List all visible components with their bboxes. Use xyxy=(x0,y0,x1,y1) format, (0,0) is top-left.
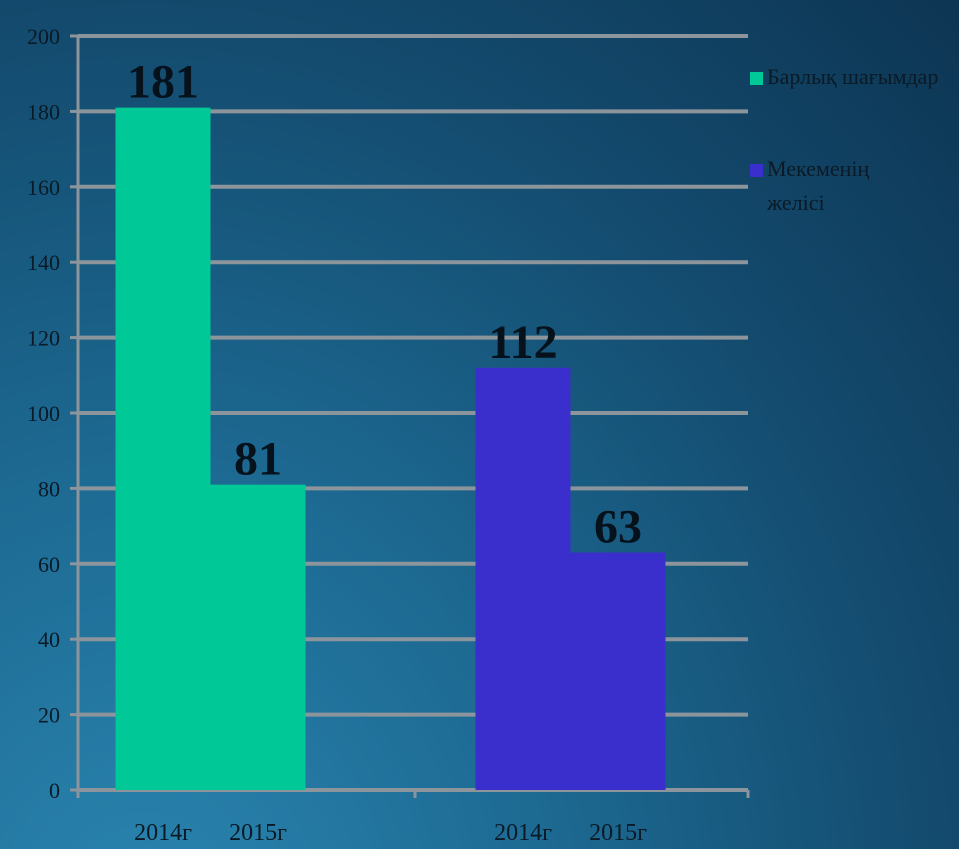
y-tick-label-60: 60 xyxy=(38,552,60,577)
y-tick-label-0: 0 xyxy=(49,778,60,803)
legend-text-1-0: Мекеменің xyxy=(767,156,870,181)
legend-text-1-1: желісі xyxy=(766,190,825,215)
legend-swatch-1 xyxy=(750,164,763,177)
legend-swatch-0 xyxy=(750,72,763,85)
data-label-0-0: 181 xyxy=(127,56,199,109)
bar-1-0 xyxy=(475,367,571,790)
y-tick-label-140: 140 xyxy=(27,250,60,275)
data-label-1-0: 112 xyxy=(488,316,557,369)
bars xyxy=(115,107,666,790)
y-tick-label-160: 160 xyxy=(27,175,60,200)
x-category-label-1-1: 2015г xyxy=(589,820,647,846)
x-category-label-0-1: 2015г xyxy=(229,820,287,846)
legend: Барлық шағымдар Мекеменің желісі xyxy=(750,64,938,215)
y-tick-label-200: 200 xyxy=(27,24,60,49)
y-tick-label-180: 180 xyxy=(27,99,60,124)
data-label-1-1: 63 xyxy=(594,500,642,553)
y-axis-ticks: 0 20 40 60 80 100 120 140 160 180 200 xyxy=(27,24,60,803)
x-category-label-1-0: 2014г xyxy=(494,820,552,846)
x-axis-categories: 2014г 2015г 2014г 2015г xyxy=(134,820,647,846)
y-tick-label-40: 40 xyxy=(38,627,60,652)
y-tick-label-100: 100 xyxy=(27,401,60,426)
y-tick-label-120: 120 xyxy=(27,326,60,351)
data-labels: 181 81 112 63 xyxy=(127,56,642,554)
bar-0-1 xyxy=(210,484,306,790)
data-label-0-1: 81 xyxy=(234,433,282,486)
bar-0-0 xyxy=(115,107,211,790)
legend-text-0-0: Барлық шағымдар xyxy=(767,64,938,89)
bar-1-1 xyxy=(570,552,666,790)
x-category-label-0-0: 2014г xyxy=(134,820,192,846)
y-tick-label-20: 20 xyxy=(38,703,60,728)
y-tick-label-80: 80 xyxy=(38,476,60,501)
